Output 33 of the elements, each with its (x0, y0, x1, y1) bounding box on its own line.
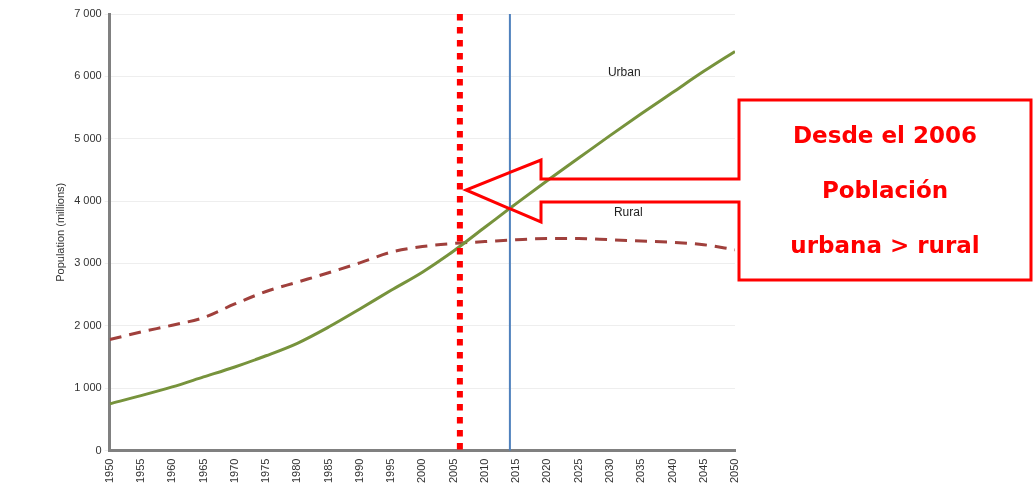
x-tick-label: 2030 (602, 458, 615, 484)
text: Desde el 2006 Población urbana > rural (790, 122, 980, 258)
x-tick-label: 1960 (165, 458, 178, 484)
x-tick-label: 1980 (290, 458, 303, 484)
x-tick-label: 1985 (321, 458, 334, 484)
x-tick-label: 2045 (696, 458, 709, 484)
y-tick-label: 5 000 (74, 131, 102, 144)
x-tick-label: 2020 (540, 458, 553, 484)
x-tick-label: 1975 (259, 458, 272, 484)
series-label: Rural (613, 204, 643, 219)
x-tick-label: 1970 (227, 458, 240, 484)
x-tick-label: 1965 (196, 458, 209, 484)
y-tick-label: 2 000 (74, 318, 102, 331)
x-tick-label: 2010 (477, 458, 490, 484)
x-tick-label: 1950 (102, 458, 115, 484)
y-tick-label: 3 000 (74, 256, 102, 269)
x-tick-label: 2035 (634, 458, 647, 484)
y-tick-label: 6 000 (74, 69, 102, 82)
text: Urban (607, 64, 641, 79)
y-tick-label: 4 000 (74, 194, 102, 207)
y-tick-label: 0 (95, 443, 102, 456)
x-tick-label: 2000 (415, 458, 428, 484)
y-axis-title: Population (millions) (53, 182, 66, 282)
y-tick-label: 1 000 (74, 381, 102, 394)
x-tick-label: 1955 (134, 458, 147, 484)
x-tick-label: 2050 (728, 458, 741, 484)
x-tick-label: 2005 (446, 458, 459, 484)
y-tick-label: 7 000 (74, 7, 102, 20)
x-tick-label: 2015 (509, 458, 522, 484)
x-tick-label: 1990 (352, 458, 365, 484)
x-tick-label: 2025 (571, 458, 584, 484)
x-tick-label: 2040 (665, 458, 678, 484)
x-tick-label: 1995 (384, 458, 397, 484)
